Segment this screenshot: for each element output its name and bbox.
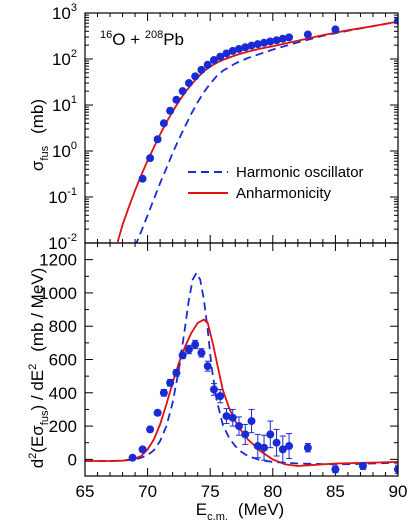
top-data-point	[266, 37, 275, 46]
top-data-point	[278, 34, 287, 43]
bottom-y-tick-label: 600	[49, 351, 77, 370]
top-data-point	[241, 43, 250, 52]
bottom-data-point	[172, 368, 181, 377]
top-data-point	[178, 87, 187, 96]
bottom-data-point	[331, 465, 340, 474]
top-y-tick-label: 100	[52, 140, 77, 161]
bottom-data-point	[209, 385, 218, 394]
top-data-point	[272, 36, 281, 45]
bottom-data-point	[178, 351, 187, 360]
bottom-data-point	[146, 425, 155, 434]
bottom-data-point	[184, 345, 193, 354]
bottom-data-point	[247, 417, 256, 426]
bottom-y-tick-label: 1200	[39, 251, 77, 270]
bottom-plot-area	[85, 271, 398, 475]
bottom-data-point	[197, 348, 206, 357]
top-data-point	[234, 44, 243, 53]
bottom-data-point	[394, 465, 398, 474]
bottom-panel: 65 70 75 80 85 90 0 200 400 600 800 1000 1200	[39, 242, 408, 501]
bottom-data-point	[272, 438, 281, 447]
top-data-point	[191, 72, 200, 81]
top-plot-area	[116, 16, 398, 243]
top-data-point	[222, 49, 231, 58]
bottom-data-point	[358, 462, 367, 471]
bottom-x-tick-label: 80	[263, 482, 282, 501]
bottom-y-tick-label: 1000	[39, 284, 77, 303]
bottom-y-tick-label: 200	[49, 417, 77, 436]
bottom-x-tick-label: 85	[326, 482, 345, 501]
top-data-point	[197, 65, 206, 74]
top-y-tick-label: 101	[52, 94, 77, 115]
bottom-data-point	[203, 362, 212, 371]
top-data-point	[303, 30, 312, 39]
bottom-x-tick-label: 75	[201, 482, 220, 501]
bottom-data-point	[285, 442, 294, 451]
bottom-x-tick-label: 90	[389, 482, 408, 501]
bottom-y-tick-label: 0	[68, 450, 77, 469]
bottom-x-tick-label: 70	[138, 482, 157, 501]
legend-label-anharmonicity: Anharmonicity	[236, 185, 332, 202]
bottom-data-point	[260, 443, 269, 452]
top-data-point	[260, 38, 269, 47]
bottom-data-point	[159, 388, 168, 397]
bottom-data-point	[253, 442, 262, 451]
bottom-plot-frame	[84, 242, 399, 477]
bottom-data-point	[241, 430, 250, 439]
bottom-data-point	[191, 340, 200, 349]
top-data-point	[285, 33, 294, 42]
top-harmonic-curve	[135, 20, 398, 243]
top-y-axis-title: σfus(mb)	[28, 99, 51, 171]
bottom-data-point	[228, 413, 237, 422]
bottom-data-point	[234, 422, 243, 431]
bottom-data-point	[128, 453, 137, 462]
top-data-point	[159, 119, 168, 128]
top-y-tick-label: 103	[52, 2, 77, 23]
bottom-harmonic-curve	[85, 271, 398, 466]
top-data-point	[209, 56, 218, 65]
top-y-tick-label: 10-2	[48, 232, 77, 253]
bottom-y-tick-label: 400	[49, 384, 77, 403]
bottom-anharmonicity-curve	[85, 318, 398, 467]
top-data-point	[166, 106, 175, 115]
top-panel: 10-2 10-1 100 101 102 103	[48, 2, 399, 253]
reaction-label: 16O + 208Pb	[100, 29, 184, 49]
top-data-point	[331, 25, 340, 34]
top-data-point	[172, 95, 181, 104]
top-data-point	[138, 174, 147, 183]
top-y-tick-label: 102	[52, 48, 77, 69]
top-data-point	[153, 135, 162, 144]
top-y-tick-label: 10-1	[48, 186, 77, 207]
bottom-x-tick-label: 65	[76, 482, 95, 501]
bottom-data-point	[278, 445, 287, 454]
bottom-data-point	[303, 443, 312, 452]
bottom-data-point	[166, 378, 175, 387]
bottom-y-tick-label: 800	[49, 317, 77, 336]
top-data-point	[184, 79, 193, 88]
top-data-point	[247, 41, 256, 50]
bottom-data-point	[266, 430, 275, 439]
bottom-y-axis-title: d2(Eσfus) / dE2(mb / MeV)	[27, 268, 51, 469]
top-data-point	[394, 16, 398, 25]
top-data-point	[228, 46, 237, 55]
top-data-point	[203, 60, 212, 69]
legend: Harmonic oscillator Anharmonicity	[188, 164, 364, 202]
top-data-point	[216, 52, 225, 61]
x-axis-title: Ec.m. (MeV)	[196, 500, 284, 523]
bottom-data-point	[216, 392, 225, 401]
top-data-point	[253, 40, 262, 49]
bottom-data-point	[138, 445, 147, 454]
legend-label-harmonic: Harmonic oscillator	[236, 164, 364, 181]
top-data-point	[146, 154, 155, 163]
bottom-data-point	[153, 408, 162, 417]
bottom-data-point	[222, 412, 231, 421]
